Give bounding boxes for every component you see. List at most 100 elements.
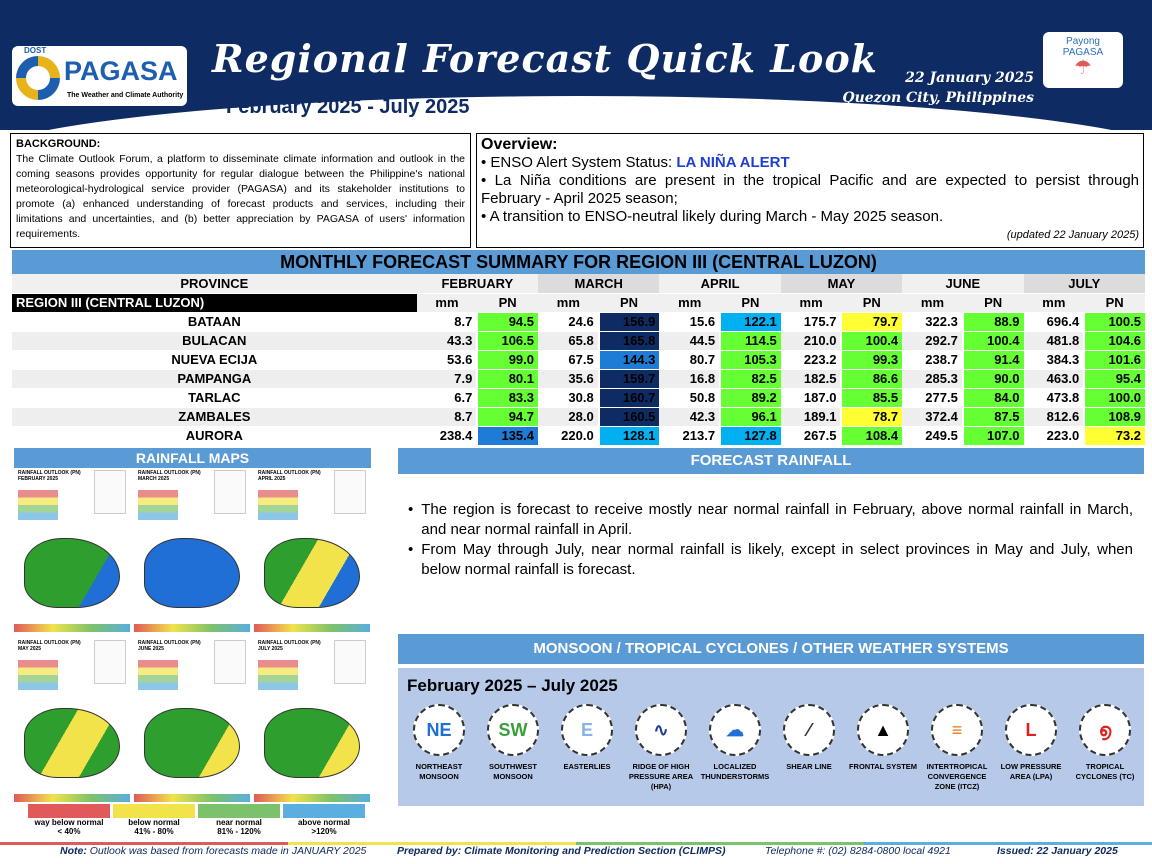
rainfall-map: RAINFALL OUTLOOK (PN) JUNE 2025 [134,638,250,804]
pn-cell: 94.5 [476,312,539,332]
mm-cell: 285.3 [902,369,963,389]
legend-range: 81% - 120% [217,827,261,836]
month-header: MAY [780,274,903,294]
footer-issued: Issued: 22 January 2025 [997,845,1118,857]
mm-cell: 175.7 [780,312,842,332]
mm-cell: 372.4 [902,407,963,427]
mm-cell: 812.6 [1023,407,1085,427]
legend-label: above normal [297,818,350,827]
pn-cell: 160.5 [597,407,660,427]
low-pressure-area-lpa--icon: L [1005,704,1057,756]
mm-cell: 44.5 [659,331,721,351]
pagasa-logo: DOST PAGASA The Weather and Climate Auth… [12,46,187,106]
pn-cell: 128.1 [597,426,660,446]
mm-cell: 223.0 [1023,426,1085,446]
mm-cell: 322.3 [902,312,963,332]
pn-cell: 105.3 [719,350,781,370]
map-legend-icon [138,490,178,520]
northeast-monsoon-icon: NE [413,704,465,756]
province-header: PROVINCE [12,274,417,294]
rainfall-maps-title: RAINFALL MAPS [14,448,371,468]
pn-header: PN [720,293,781,313]
overview-heading: Overview: [481,136,558,153]
legend-item: way below normal < 40% [28,804,110,836]
issue-place: Quezon City, Philippines [842,90,1034,106]
pn-cell: 78.7 [840,407,903,427]
weather-system-item: ☁ LOCALIZED THUNDERSTORMS [700,704,770,792]
mm-header: mm [538,293,599,313]
table-row: TARLAC 6.7 83.3 30.8 160.7 50.8 89.2 187.0 85.5 2… [12,388,1145,408]
pn-cell: 108.4 [840,426,903,446]
weather-system-item: ≡ INTERTROPICAL CONVERGENCE ZONE (ITCZ) [922,704,992,792]
background-text: The Climate Outlook Forum, a platform to… [16,153,465,240]
map-caption: RAINFALL OUTLOOK (PN) MARCH 2025 [138,470,201,482]
legend-label: below normal [128,818,180,827]
pn-header: PN [1084,293,1145,313]
overview-box: Overview: • ENSO Alert System Status: LA… [476,133,1144,248]
table-row: PAMPANGA 7.9 80.1 35.6 159.7 16.8 82.5 182.5 86.… [12,369,1145,389]
month-header: MARCH [538,274,660,294]
mm-cell: 65.8 [538,331,599,351]
pn-cell: 86.6 [840,369,903,389]
legend-item: above normal >120% [283,804,365,836]
pn-cell: 100.4 [961,331,1024,351]
footer: Note: Outlook was based from forecasts m… [0,842,1152,864]
pn-cell: 100.0 [1083,388,1145,408]
weather-system-item: ∿ RIDGE OF HIGH PRESSURE AREA (HPA) [626,704,696,792]
legend-item: below normal 41% - 80% [113,804,195,836]
region-map-shape [264,538,360,608]
pn-cell: 80.1 [476,369,539,389]
table-row: BULACAN 43.3 106.5 65.8 165.8 44.5 114.5 210.0 1… [12,331,1145,351]
pn-header: PN [841,293,903,313]
map-footer-strip [254,624,370,632]
rainfall-map: RAINFALL OUTLOOK (PN) JULY 2025 [254,638,370,804]
map-footer-strip [134,624,250,632]
mm-cell: 187.0 [780,388,842,408]
province-name: BULACAN [12,331,417,351]
forecast-rainfall-text: • The region is forecast to receive mostl… [408,501,1133,578]
weather-system-item: E EASTERLIES [552,704,622,792]
map-legend-icon [258,490,298,520]
philippines-inset-map [94,640,126,684]
pn-cell: 156.9 [597,312,660,332]
pn-cell: 107.0 [961,426,1024,446]
page-title: Regional Forecast Quick Look [212,36,879,81]
map-caption: RAINFALL OUTLOOK (PN) APRIL 2025 [258,470,321,482]
legend-swatch [198,804,280,818]
pn-cell: 122.1 [719,312,781,332]
pn-header: PN [962,293,1024,313]
weather-system-label: TROPICAL CYCLONES (TC) [1075,762,1135,781]
overview-updated: (updated 22 January 2025) [1006,229,1139,241]
mm-cell: 42.3 [659,407,721,427]
map-caption: RAINFALL OUTLOOK (PN) FEBRUARY 2025 [18,470,81,482]
region-map-shape [144,538,240,608]
mm-cell: 16.8 [659,369,721,389]
dost-label: DOST [24,46,47,55]
weather-system-label: SOUTHWEST MONSOON [489,762,537,781]
umbrella-icon: ☂ [1074,57,1092,79]
legend-swatch [28,804,110,818]
enso-status: LA NIÑA ALERT [676,154,790,171]
forecast-bullet-2: From May through July, near normal rainf… [421,541,1133,578]
background-box: BACKGROUND: The Climate Outlook Forum, a… [10,133,471,248]
rainfall-legend: way below normal < 40% below normal 41% - 8… [28,804,368,844]
map-footer-strip [134,794,250,802]
mm-cell: 463.0 [1023,369,1085,389]
province-name: PAMPANGA [12,369,417,389]
philippines-inset-map [334,470,366,514]
mm-cell: 481.8 [1023,331,1085,351]
mm-header: mm [416,293,478,313]
mm-cell: 35.6 [538,369,599,389]
mm-cell: 384.3 [1023,350,1085,370]
mm-cell: 238.4 [416,426,478,446]
mm-cell: 43.3 [416,331,478,351]
footer-note: Outlook was based from forecasts made in… [89,845,367,857]
mm-cell: 53.6 [416,350,478,370]
pn-cell: 82.5 [719,369,781,389]
pn-cell: 79.7 [840,312,903,332]
pn-cell: 85.5 [840,388,903,408]
map-caption: RAINFALL OUTLOOK (PN) JUNE 2025 [138,640,201,652]
map-legend-icon [138,660,178,690]
overview-bullet-2: • La Niña conditions are present in the … [481,172,1139,207]
pagasa-wordmark: PAGASA [64,56,178,86]
